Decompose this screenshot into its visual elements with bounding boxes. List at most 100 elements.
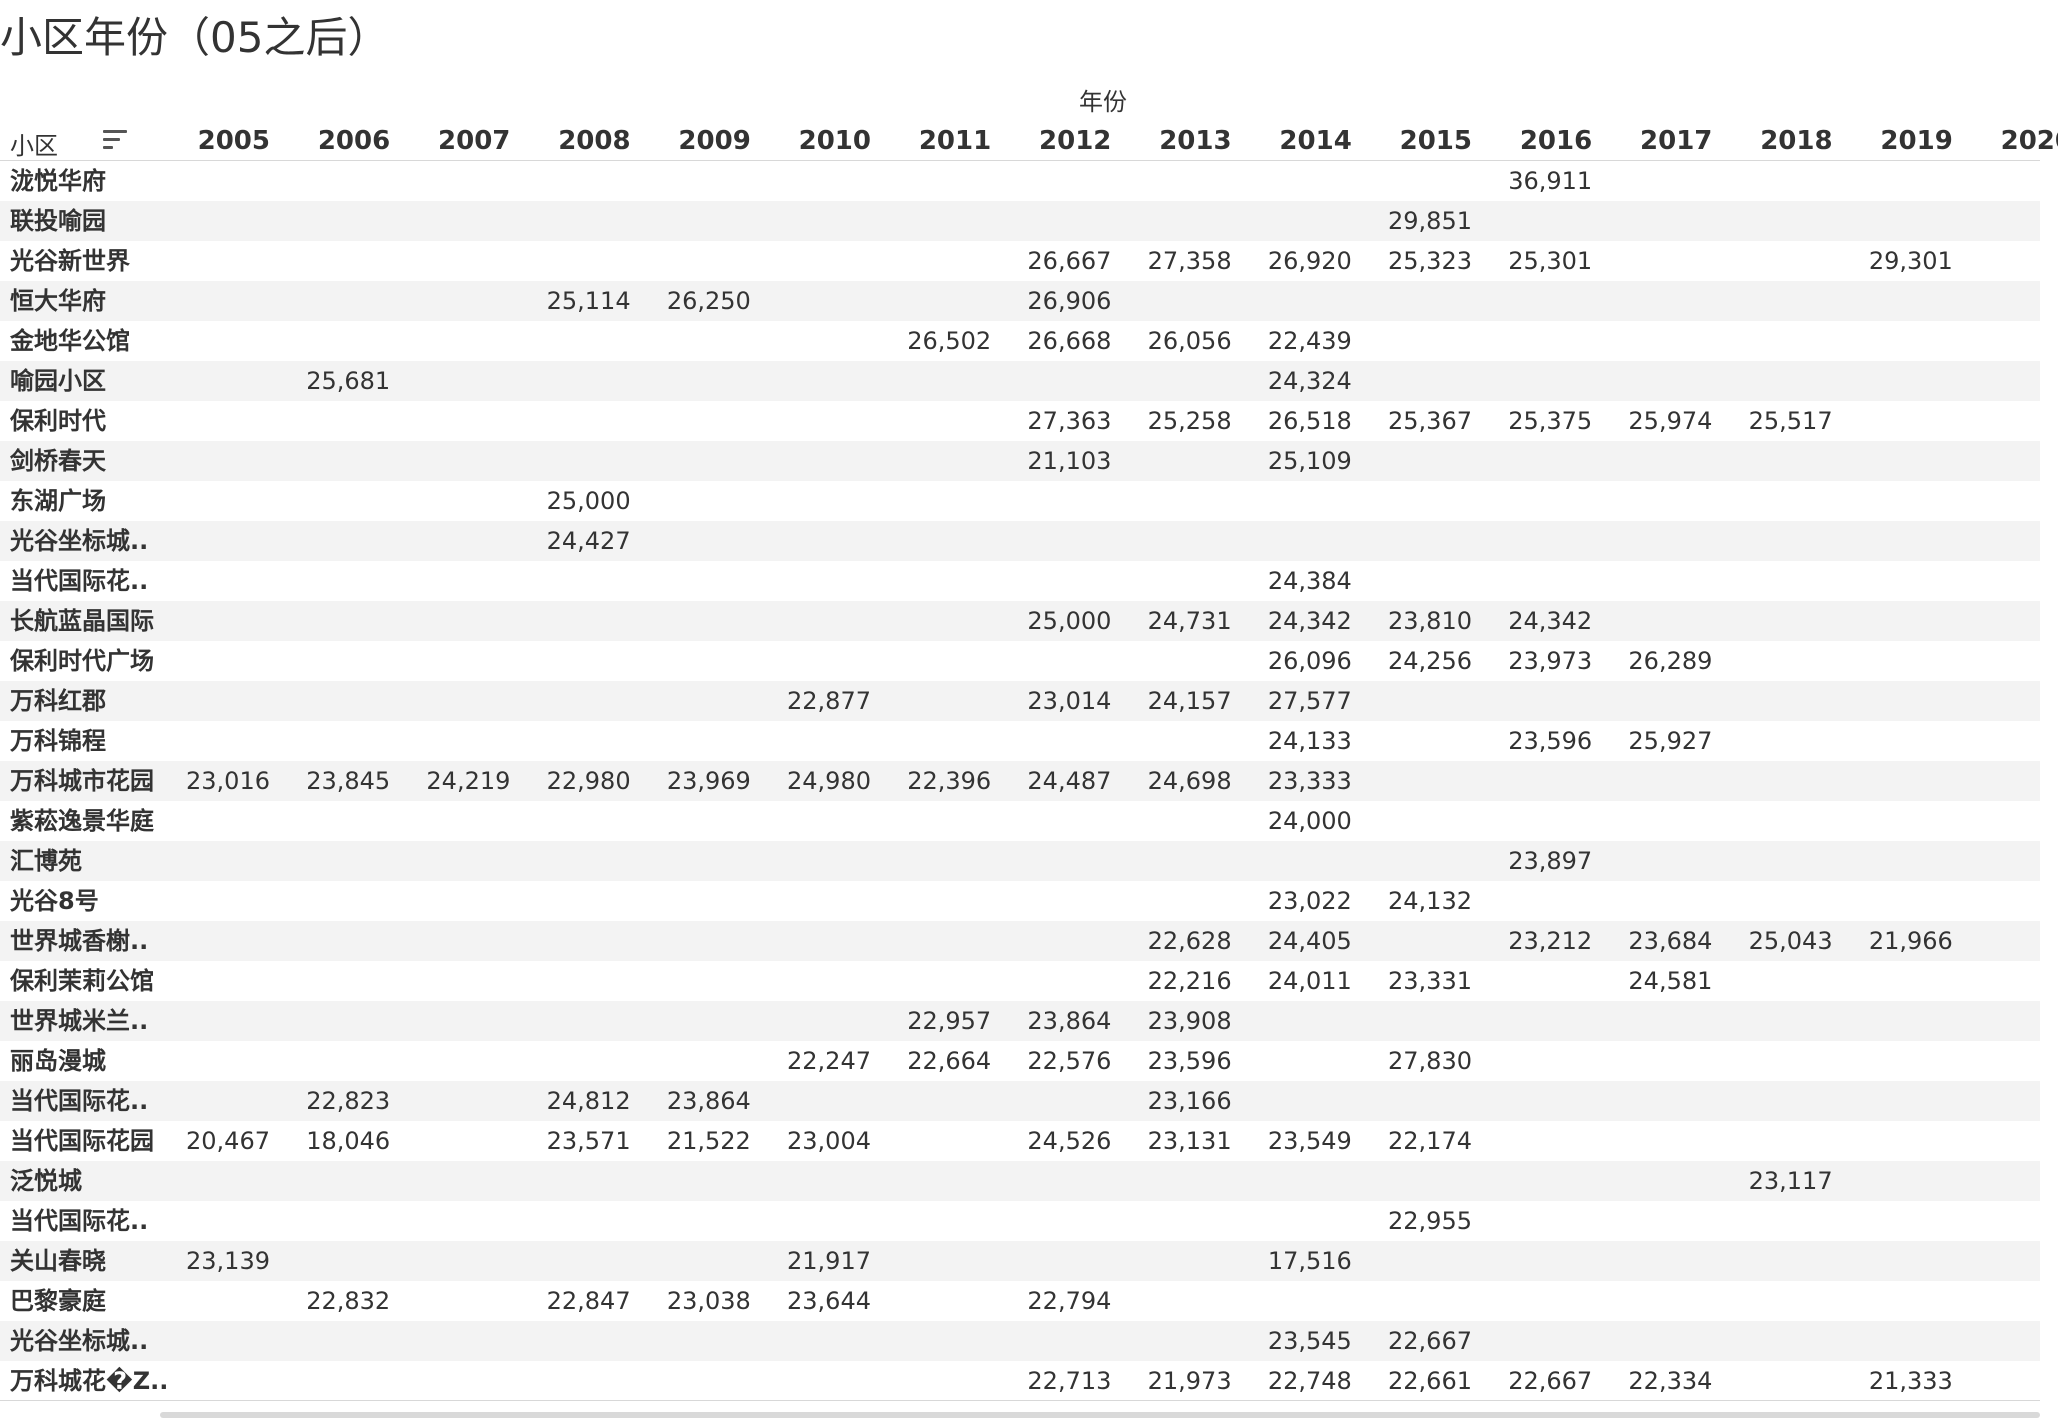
row-label[interactable]: 金地华公馆 <box>10 327 130 355</box>
column-header-year[interactable]: 2007 <box>438 126 511 156</box>
row-label[interactable]: 光谷坐标城.. <box>10 1327 149 1355</box>
table-cell[interactable]: 23,117 <box>1748 1167 1833 1195</box>
table-cell[interactable]: 23,845 <box>306 767 391 795</box>
table-cell[interactable]: 23,864 <box>666 1087 751 1115</box>
table-cell[interactable]: 24,405 <box>1267 927 1352 955</box>
table-cell[interactable]: 20,467 <box>186 1127 270 1155</box>
column-header-year[interactable]: 2006 <box>317 126 391 156</box>
row-label[interactable]: 保利时代 <box>10 407 106 435</box>
row-label[interactable]: 当代国际花园 <box>10 1127 154 1155</box>
table-cell[interactable]: 24,980 <box>787 767 871 795</box>
table-cell[interactable]: 24,487 <box>1027 767 1112 795</box>
table-cell[interactable]: 25,974 <box>1628 407 1713 435</box>
table-cell[interactable]: 22,216 <box>1147 967 1232 995</box>
horizontal-scrollbar[interactable] <box>160 1412 2040 1418</box>
table-cell[interactable]: 22,713 <box>1027 1367 1112 1395</box>
table-cell[interactable]: 27,830 <box>1388 1047 1472 1075</box>
table-cell[interactable]: 24,256 <box>1388 647 1472 675</box>
table-cell[interactable]: 23,038 <box>666 1287 751 1315</box>
table-cell[interactable]: 26,096 <box>1267 647 1352 675</box>
table-cell[interactable]: 25,927 <box>1628 727 1713 755</box>
row-label[interactable]: 剑桥春天 <box>10 447 106 475</box>
column-header-year[interactable]: 2018 <box>1760 126 1833 156</box>
row-label[interactable]: 喻园小区 <box>10 367 106 395</box>
table-cell[interactable]: 26,502 <box>907 327 992 355</box>
table-cell[interactable]: 25,000 <box>1027 607 1112 635</box>
table-cell[interactable]: 23,864 <box>1027 1007 1112 1035</box>
table-cell[interactable]: 25,258 <box>1147 407 1232 435</box>
table-cell[interactable]: 23,166 <box>1147 1087 1232 1115</box>
table-cell[interactable]: 23,897 <box>1508 847 1593 875</box>
table-cell[interactable]: 22,661 <box>1388 1367 1472 1395</box>
table-cell[interactable]: 26,056 <box>1147 327 1232 355</box>
column-header-year[interactable]: 2017 <box>1640 126 1713 156</box>
table-cell[interactable]: 22,664 <box>907 1047 992 1075</box>
table-cell[interactable]: 24,342 <box>1508 607 1593 635</box>
table-cell[interactable]: 21,917 <box>787 1247 871 1275</box>
table-cell[interactable]: 23,139 <box>186 1247 270 1275</box>
table-cell[interactable]: 23,549 <box>1267 1127 1352 1155</box>
table-cell[interactable]: 24,526 <box>1027 1127 1112 1155</box>
table-cell[interactable]: 27,577 <box>1267 687 1352 715</box>
row-label[interactable]: 万科城市花园 <box>10 767 154 795</box>
table-cell[interactable]: 22,334 <box>1628 1367 1713 1395</box>
table-cell[interactable]: 23,004 <box>787 1127 871 1155</box>
table-cell[interactable]: 23,212 <box>1508 927 1593 955</box>
row-label[interactable]: 紫菘逸景华庭 <box>10 807 154 835</box>
column-header-year[interactable]: 2009 <box>678 126 751 156</box>
table-cell[interactable]: 22,794 <box>1027 1287 1112 1315</box>
table-cell[interactable]: 25,301 <box>1508 247 1593 275</box>
table-cell[interactable]: 24,157 <box>1147 687 1232 715</box>
table-cell[interactable]: 23,973 <box>1508 647 1593 675</box>
table-cell[interactable]: 24,812 <box>546 1087 631 1115</box>
table-cell[interactable]: 24,342 <box>1267 607 1352 635</box>
table-cell[interactable]: 25,323 <box>1388 247 1472 275</box>
table-cell[interactable]: 25,375 <box>1508 407 1593 435</box>
column-header-year[interactable]: 2014 <box>1279 126 1352 156</box>
table-cell[interactable]: 22,667 <box>1508 1367 1593 1395</box>
table-cell[interactable]: 21,522 <box>666 1127 751 1155</box>
table-cell[interactable]: 23,908 <box>1147 1007 1232 1035</box>
table-cell[interactable]: 22,957 <box>907 1007 992 1035</box>
table-cell[interactable]: 26,906 <box>1027 287 1112 315</box>
column-header-year[interactable]: 2015 <box>1399 126 1472 156</box>
column-header-year[interactable]: 2020 <box>2000 126 2058 156</box>
table-cell[interactable]: 24,011 <box>1267 967 1352 995</box>
table-cell[interactable]: 25,109 <box>1267 447 1352 475</box>
table-cell[interactable]: 23,810 <box>1388 607 1472 635</box>
table-cell[interactable]: 22,247 <box>787 1047 871 1075</box>
table-cell[interactable]: 23,596 <box>1147 1047 1232 1075</box>
row-label[interactable]: 当代国际花.. <box>10 1087 149 1115</box>
column-header-year[interactable]: 2010 <box>798 126 871 156</box>
column-header-year[interactable]: 2016 <box>1519 126 1593 156</box>
sort-descending-icon[interactable] <box>103 130 127 150</box>
table-cell[interactable]: 17,516 <box>1267 1247 1352 1275</box>
table-cell[interactable]: 23,331 <box>1388 967 1472 995</box>
row-label[interactable]: 当代国际花.. <box>10 1207 149 1235</box>
table-cell[interactable]: 24,324 <box>1267 367 1352 395</box>
table-cell[interactable]: 36,911 <box>1508 167 1593 195</box>
row-label[interactable]: 汇博苑 <box>10 847 82 875</box>
table-cell[interactable]: 23,333 <box>1267 767 1352 795</box>
table-cell[interactable]: 25,000 <box>546 487 631 515</box>
row-label[interactable]: 恒大华府 <box>10 287 106 315</box>
table-cell[interactable]: 23,644 <box>787 1287 871 1315</box>
table-cell[interactable]: 24,427 <box>546 527 631 555</box>
row-label[interactable]: 关山春晓 <box>10 1247 106 1275</box>
table-cell[interactable]: 26,518 <box>1267 407 1352 435</box>
row-label[interactable]: 当代国际花.. <box>10 567 149 595</box>
table-cell[interactable]: 22,955 <box>1388 1207 1472 1235</box>
table-cell[interactable]: 22,576 <box>1027 1047 1112 1075</box>
table-cell[interactable]: 21,103 <box>1027 447 1112 475</box>
row-label[interactable]: 保利时代广场 <box>10 647 154 675</box>
table-cell[interactable]: 24,132 <box>1388 887 1472 915</box>
table-cell[interactable]: 29,851 <box>1388 207 1472 235</box>
table-cell[interactable]: 27,363 <box>1027 407 1112 435</box>
row-label[interactable]: 丽岛漫城 <box>10 1047 106 1075</box>
table-cell[interactable]: 22,439 <box>1267 327 1352 355</box>
row-label[interactable]: 万科城花�Z.. <box>10 1367 169 1395</box>
table-cell[interactable]: 22,628 <box>1147 927 1232 955</box>
table-cell[interactable]: 21,973 <box>1147 1367 1232 1395</box>
table-cell[interactable]: 23,596 <box>1508 727 1593 755</box>
table-cell[interactable]: 22,823 <box>306 1087 391 1115</box>
